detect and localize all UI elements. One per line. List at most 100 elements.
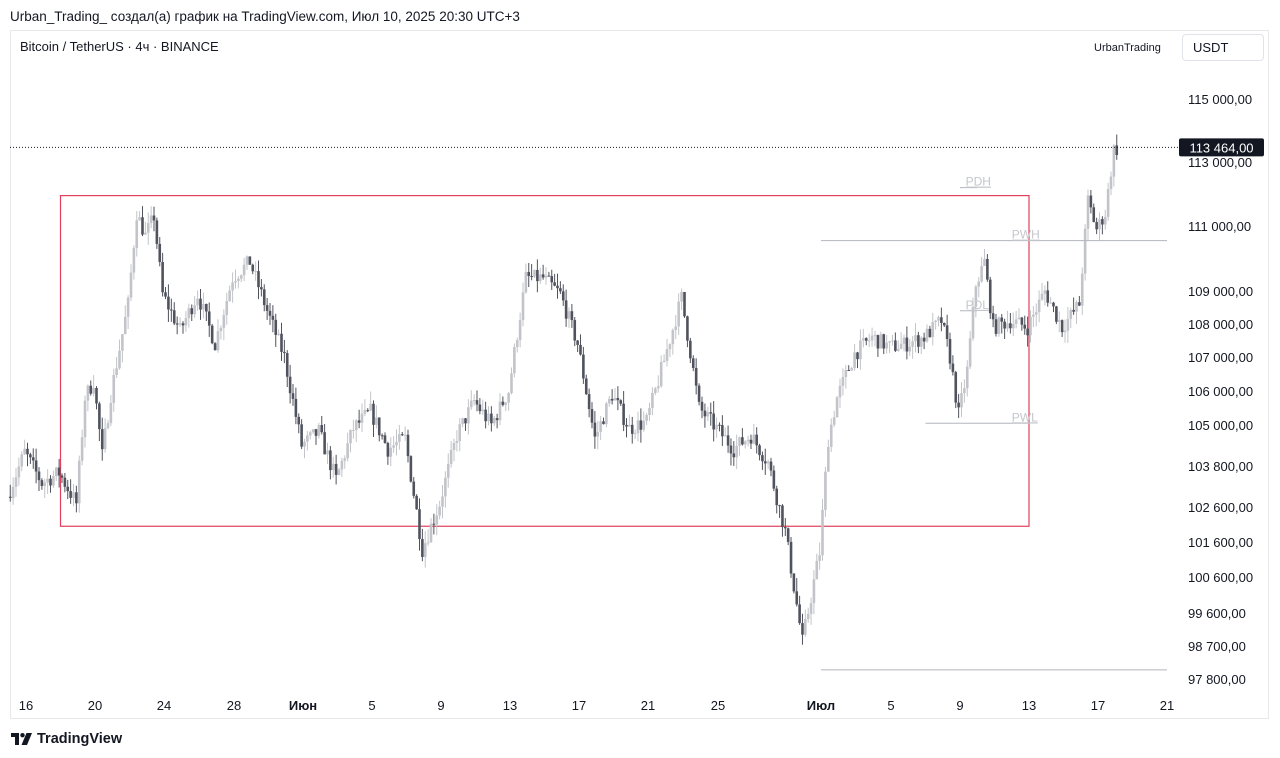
candle-body[interactable]	[942, 322, 946, 326]
candle-body[interactable]	[576, 340, 579, 345]
candle-body[interactable]	[265, 305, 269, 311]
candle-body[interactable]	[52, 476, 55, 486]
candle-body[interactable]	[175, 323, 179, 325]
candle-body[interactable]	[8, 496, 12, 498]
candle-body[interactable]	[1066, 318, 1070, 331]
candle-body[interactable]	[1075, 302, 1078, 312]
candle-body[interactable]	[798, 604, 801, 624]
candle-body[interactable]	[86, 385, 90, 401]
candle-body[interactable]	[438, 506, 441, 516]
candle-body[interactable]	[732, 453, 736, 458]
candle-body[interactable]	[694, 367, 698, 386]
candle-body[interactable]	[418, 509, 421, 540]
candle-body[interactable]	[564, 300, 568, 319]
candle-body[interactable]	[421, 539, 424, 557]
candle-body[interactable]	[648, 408, 651, 415]
candle-body[interactable]	[237, 278, 240, 281]
candle-body[interactable]	[726, 435, 730, 446]
candle-body[interactable]	[20, 454, 24, 467]
candle-body[interactable]	[89, 385, 93, 394]
candle-body[interactable]	[1046, 290, 1050, 303]
candle-body[interactable]	[268, 310, 272, 316]
candle-body[interactable]	[518, 320, 522, 341]
candle-body[interactable]	[141, 217, 144, 235]
candle-body[interactable]	[1095, 222, 1098, 230]
candle-body[interactable]	[957, 402, 960, 408]
candle-body[interactable]	[323, 432, 326, 455]
candle-body[interactable]	[49, 478, 52, 486]
candle-body[interactable]	[245, 256, 249, 265]
candle-body[interactable]	[567, 311, 571, 319]
candle-body[interactable]	[547, 275, 551, 277]
candle-body[interactable]	[815, 560, 819, 580]
candle-body[interactable]	[960, 393, 963, 408]
candle-body[interactable]	[870, 335, 874, 341]
candle-body[interactable]	[106, 423, 110, 429]
candle-body[interactable]	[452, 443, 456, 450]
candle-body[interactable]	[1080, 273, 1084, 306]
candle-body[interactable]	[297, 416, 301, 425]
candle-body[interactable]	[625, 424, 628, 427]
candle-body[interactable]	[490, 413, 493, 424]
candle-body[interactable]	[403, 434, 407, 436]
candle-body[interactable]	[544, 275, 548, 278]
candle-body[interactable]	[853, 352, 856, 369]
candle-body[interactable]	[844, 370, 848, 377]
candle-body[interactable]	[876, 335, 880, 349]
candle-body[interactable]	[415, 495, 418, 510]
candle-body[interactable]	[446, 463, 450, 478]
candle-body[interactable]	[538, 274, 542, 282]
candle-body[interactable]	[193, 305, 196, 315]
candle-body[interactable]	[738, 437, 741, 446]
candle-body[interactable]	[948, 338, 952, 364]
candle-body[interactable]	[553, 282, 556, 286]
candle-body[interactable]	[369, 403, 372, 411]
candle-body[interactable]	[285, 353, 289, 377]
candle-body[interactable]	[1057, 320, 1061, 322]
candle-body[interactable]	[254, 271, 257, 273]
candle-body[interactable]	[202, 303, 205, 310]
candle-body[interactable]	[484, 409, 487, 422]
candle-body[interactable]	[398, 434, 401, 442]
candle-body[interactable]	[331, 463, 335, 471]
candle-body[interactable]	[118, 350, 121, 369]
candle-body[interactable]	[112, 375, 116, 403]
candle-body[interactable]	[593, 422, 597, 437]
candle-body[interactable]	[426, 542, 430, 544]
candle-body[interactable]	[37, 471, 41, 481]
candle-body[interactable]	[458, 424, 462, 442]
candle-body[interactable]	[360, 413, 364, 423]
candle-body[interactable]	[1115, 145, 1119, 155]
candle-body[interactable]	[1006, 323, 1009, 329]
candle-body[interactable]	[1103, 216, 1107, 225]
candle-body[interactable]	[461, 418, 464, 425]
currency-selector[interactable]: USDT	[1182, 34, 1264, 61]
candle-body[interactable]	[792, 573, 796, 592]
candle-body[interactable]	[735, 445, 738, 458]
candle-body[interactable]	[357, 420, 361, 423]
candle-body[interactable]	[1112, 145, 1116, 177]
candle-body[interactable]	[207, 311, 211, 326]
candle-body[interactable]	[329, 450, 332, 471]
candle-body[interactable]	[674, 326, 678, 331]
candle-body[interactable]	[164, 292, 167, 297]
candle-body[interactable]	[914, 335, 917, 342]
candle-body[interactable]	[178, 323, 182, 325]
candle-body[interactable]	[170, 309, 173, 311]
candle-body[interactable]	[911, 341, 914, 347]
candle-body[interactable]	[789, 541, 793, 574]
candle-body[interactable]	[841, 376, 845, 386]
candle-body[interactable]	[199, 298, 202, 310]
candle-body[interactable]	[613, 397, 617, 401]
candle-body[interactable]	[691, 358, 695, 368]
candle-body[interactable]	[346, 443, 349, 459]
candle-body[interactable]	[579, 344, 582, 355]
candle-body[interactable]	[1037, 299, 1041, 313]
candle-body[interactable]	[225, 301, 229, 316]
symbol-title[interactable]: Bitcoin / TetherUS · 4ч · BINANCE	[20, 39, 219, 54]
candle-body[interactable]	[636, 420, 640, 434]
candle-body[interactable]	[951, 363, 955, 373]
candle-body[interactable]	[337, 469, 341, 475]
candle-body[interactable]	[1086, 195, 1090, 229]
